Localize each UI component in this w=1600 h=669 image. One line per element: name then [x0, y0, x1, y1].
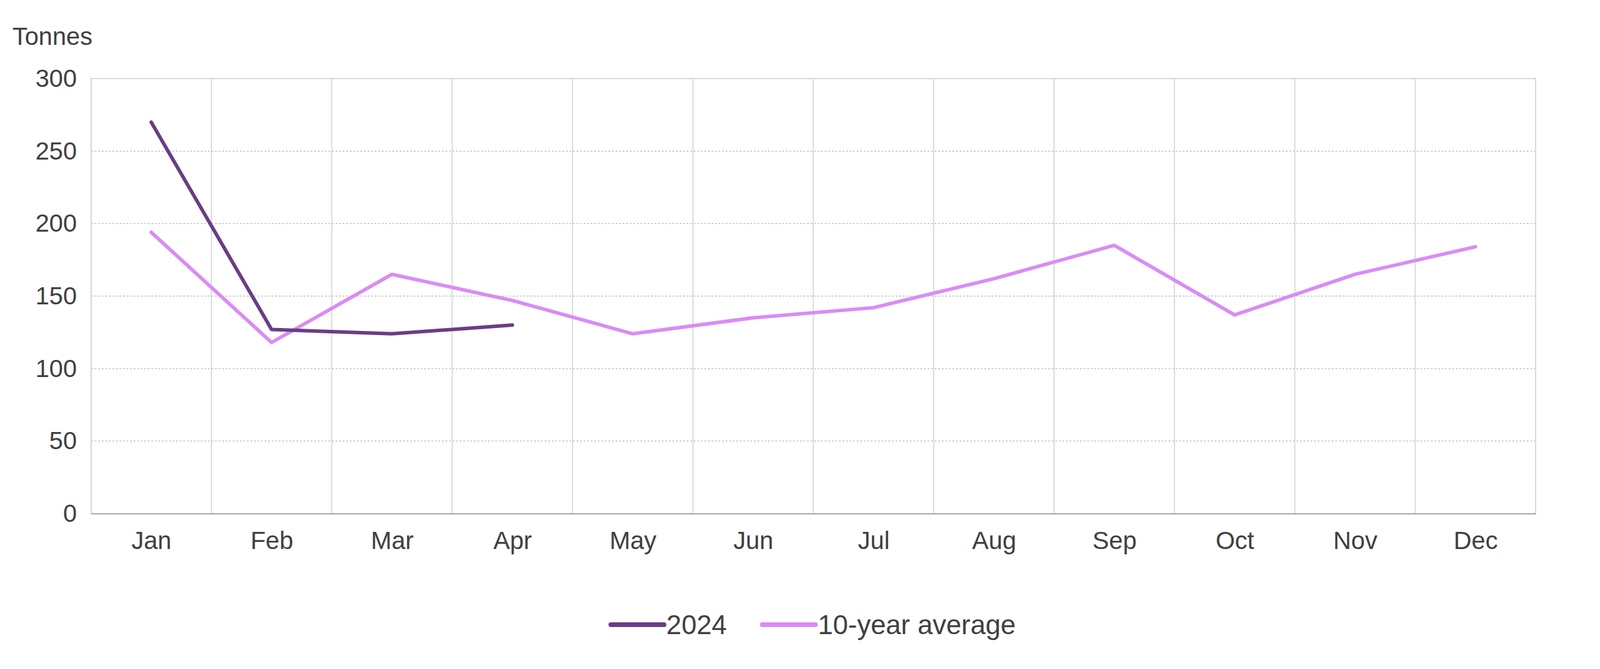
grid-line: [90, 368, 1536, 370]
x-tick: Apr: [493, 513, 532, 555]
y-tick-label: 250: [35, 137, 77, 165]
y-tick: 0: [63, 499, 91, 528]
legend-swatch: [762, 622, 816, 627]
category-separator: [692, 78, 694, 514]
category-separator: [812, 78, 815, 514]
x-tick: Sep: [1092, 513, 1137, 555]
lines: [151, 122, 1476, 343]
y-tick: 50: [49, 426, 91, 455]
x-tick-label: Feb: [250, 526, 294, 555]
y-tick-label: 0: [63, 499, 77, 528]
legend: 2024 10-year average: [610, 609, 1016, 640]
category-separator: [932, 78, 935, 514]
grid-line: [90, 150, 1536, 152]
y-axis-title: Tonnes: [12, 22, 93, 51]
x-tick-label: Dec: [1453, 526, 1498, 555]
grid-line: [90, 295, 1536, 297]
y-tick-label: 50: [49, 426, 77, 455]
y-axis: 0 50 100 150 200 250 300: [35, 64, 92, 528]
x-tick: Feb: [250, 513, 294, 555]
x-tick-label: Sep: [1092, 526, 1137, 555]
x-tick-label: Jun: [733, 526, 774, 555]
x-tick-label: Nov: [1333, 526, 1378, 555]
plot: 0 50 100 150 200 250 300 Jan Feb Mar Apr May Jun Jul A…: [35, 64, 1537, 555]
x-tick: Jun: [733, 513, 774, 555]
x-tick: Oct: [1215, 513, 1255, 555]
x-tick: Mar: [371, 513, 414, 555]
x-tick: Aug: [971, 513, 1017, 555]
series-line: [151, 122, 513, 334]
y-tick-label: 150: [35, 281, 77, 310]
x-axis-line: [91, 513, 1537, 515]
x-tick-label: Apr: [493, 526, 532, 555]
y-tick: 300: [35, 64, 91, 93]
x-tick: Jul: [857, 513, 890, 555]
plot-frame: [90, 78, 1536, 514]
legend-item: 10-year average: [762, 609, 1016, 640]
x-tick: May: [609, 513, 657, 555]
y-tick: 150: [35, 281, 91, 310]
y-tick-label: 300: [35, 64, 77, 93]
x-tick-label: Mar: [371, 526, 414, 555]
category-separator: [1053, 78, 1055, 514]
y-tick-label: 200: [35, 209, 77, 237]
x-tick: Dec: [1453, 513, 1498, 555]
legend-item: 2024: [610, 609, 727, 640]
category-separator: [571, 78, 574, 514]
y-tick-label: 100: [35, 354, 77, 383]
series-line: [151, 232, 1476, 343]
x-tick-label: May: [609, 526, 657, 555]
category-separator: [1174, 78, 1176, 514]
x-tick-label: Jul: [857, 526, 890, 555]
grid-line: [90, 440, 1536, 442]
x-tick-label: Aug: [971, 526, 1017, 555]
legend-swatch: [610, 622, 665, 627]
x-axis: Jan Feb Mar Apr May Jun Jul Aug Sep Oct Nov Dec: [91, 513, 1537, 555]
chart: 0 50 100 150 200 250 300 Jan Feb Mar Apr May Jun Jul A…: [0, 0, 1600, 669]
x-tick-label: Oct: [1215, 526, 1255, 555]
category-separator: [451, 78, 453, 514]
legend-label: 2024: [666, 609, 727, 640]
y-tick: 100: [35, 354, 91, 383]
y-tick: 250: [35, 137, 91, 165]
grid-line: [90, 223, 1536, 225]
x-tick: Jan: [131, 513, 172, 555]
legend-label: 10-year average: [817, 609, 1016, 640]
y-tick: 200: [35, 209, 91, 237]
x-tick-label: Jan: [131, 526, 172, 555]
x-tick: Nov: [1333, 513, 1378, 555]
y-axis-line: [90, 79, 93, 515]
